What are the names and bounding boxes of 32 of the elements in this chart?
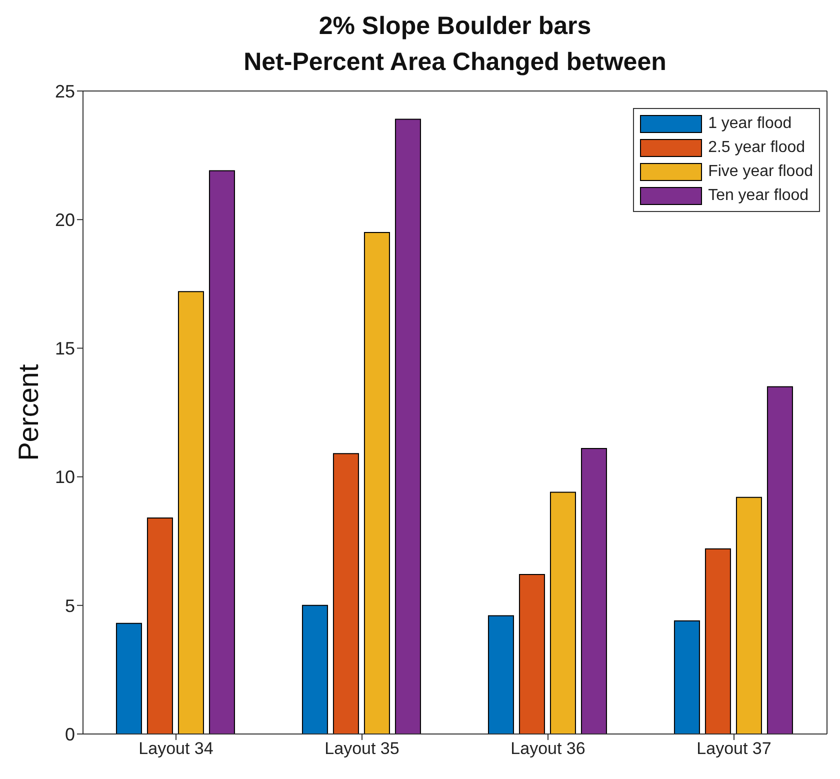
- legend-label: Ten year flood: [708, 187, 809, 205]
- legend-label: 1 year flood: [708, 115, 792, 133]
- y-tick-label: 20: [54, 210, 75, 230]
- bar: [302, 604, 328, 734]
- bar: [488, 615, 514, 734]
- bar: [674, 620, 700, 734]
- x-tick-label: Layout 37: [696, 739, 772, 758]
- bar: [332, 453, 359, 734]
- bar: [704, 548, 731, 734]
- x-tick-label: Layout 35: [324, 739, 400, 758]
- bar: [178, 291, 204, 734]
- y-tick-label: 5: [64, 596, 75, 616]
- bar: [146, 517, 173, 734]
- bar: [550, 492, 576, 734]
- legend-label: Five year flood: [708, 163, 813, 181]
- x-tick-label: Layout 36: [510, 739, 586, 758]
- bar: [394, 118, 421, 734]
- bar: [364, 232, 390, 734]
- bar: [208, 170, 235, 734]
- legend-label: 2.5 year flood: [708, 139, 806, 157]
- y-tick-label: 0: [64, 724, 75, 744]
- y-tick-label: 15: [54, 338, 75, 359]
- bar: [580, 448, 607, 734]
- y-axis-title: Percent: [12, 364, 44, 461]
- bar: [766, 386, 793, 734]
- y-tick-label: 10: [54, 467, 75, 488]
- bar: [518, 574, 545, 734]
- bar: [116, 622, 142, 734]
- y-tick-label: 25: [54, 81, 75, 102]
- chart-title: 2% Slope Boulder bars Net-Percent Area Changed between: [242, 11, 668, 78]
- x-tick-label: Layout 34: [138, 739, 214, 758]
- bar: [736, 496, 762, 734]
